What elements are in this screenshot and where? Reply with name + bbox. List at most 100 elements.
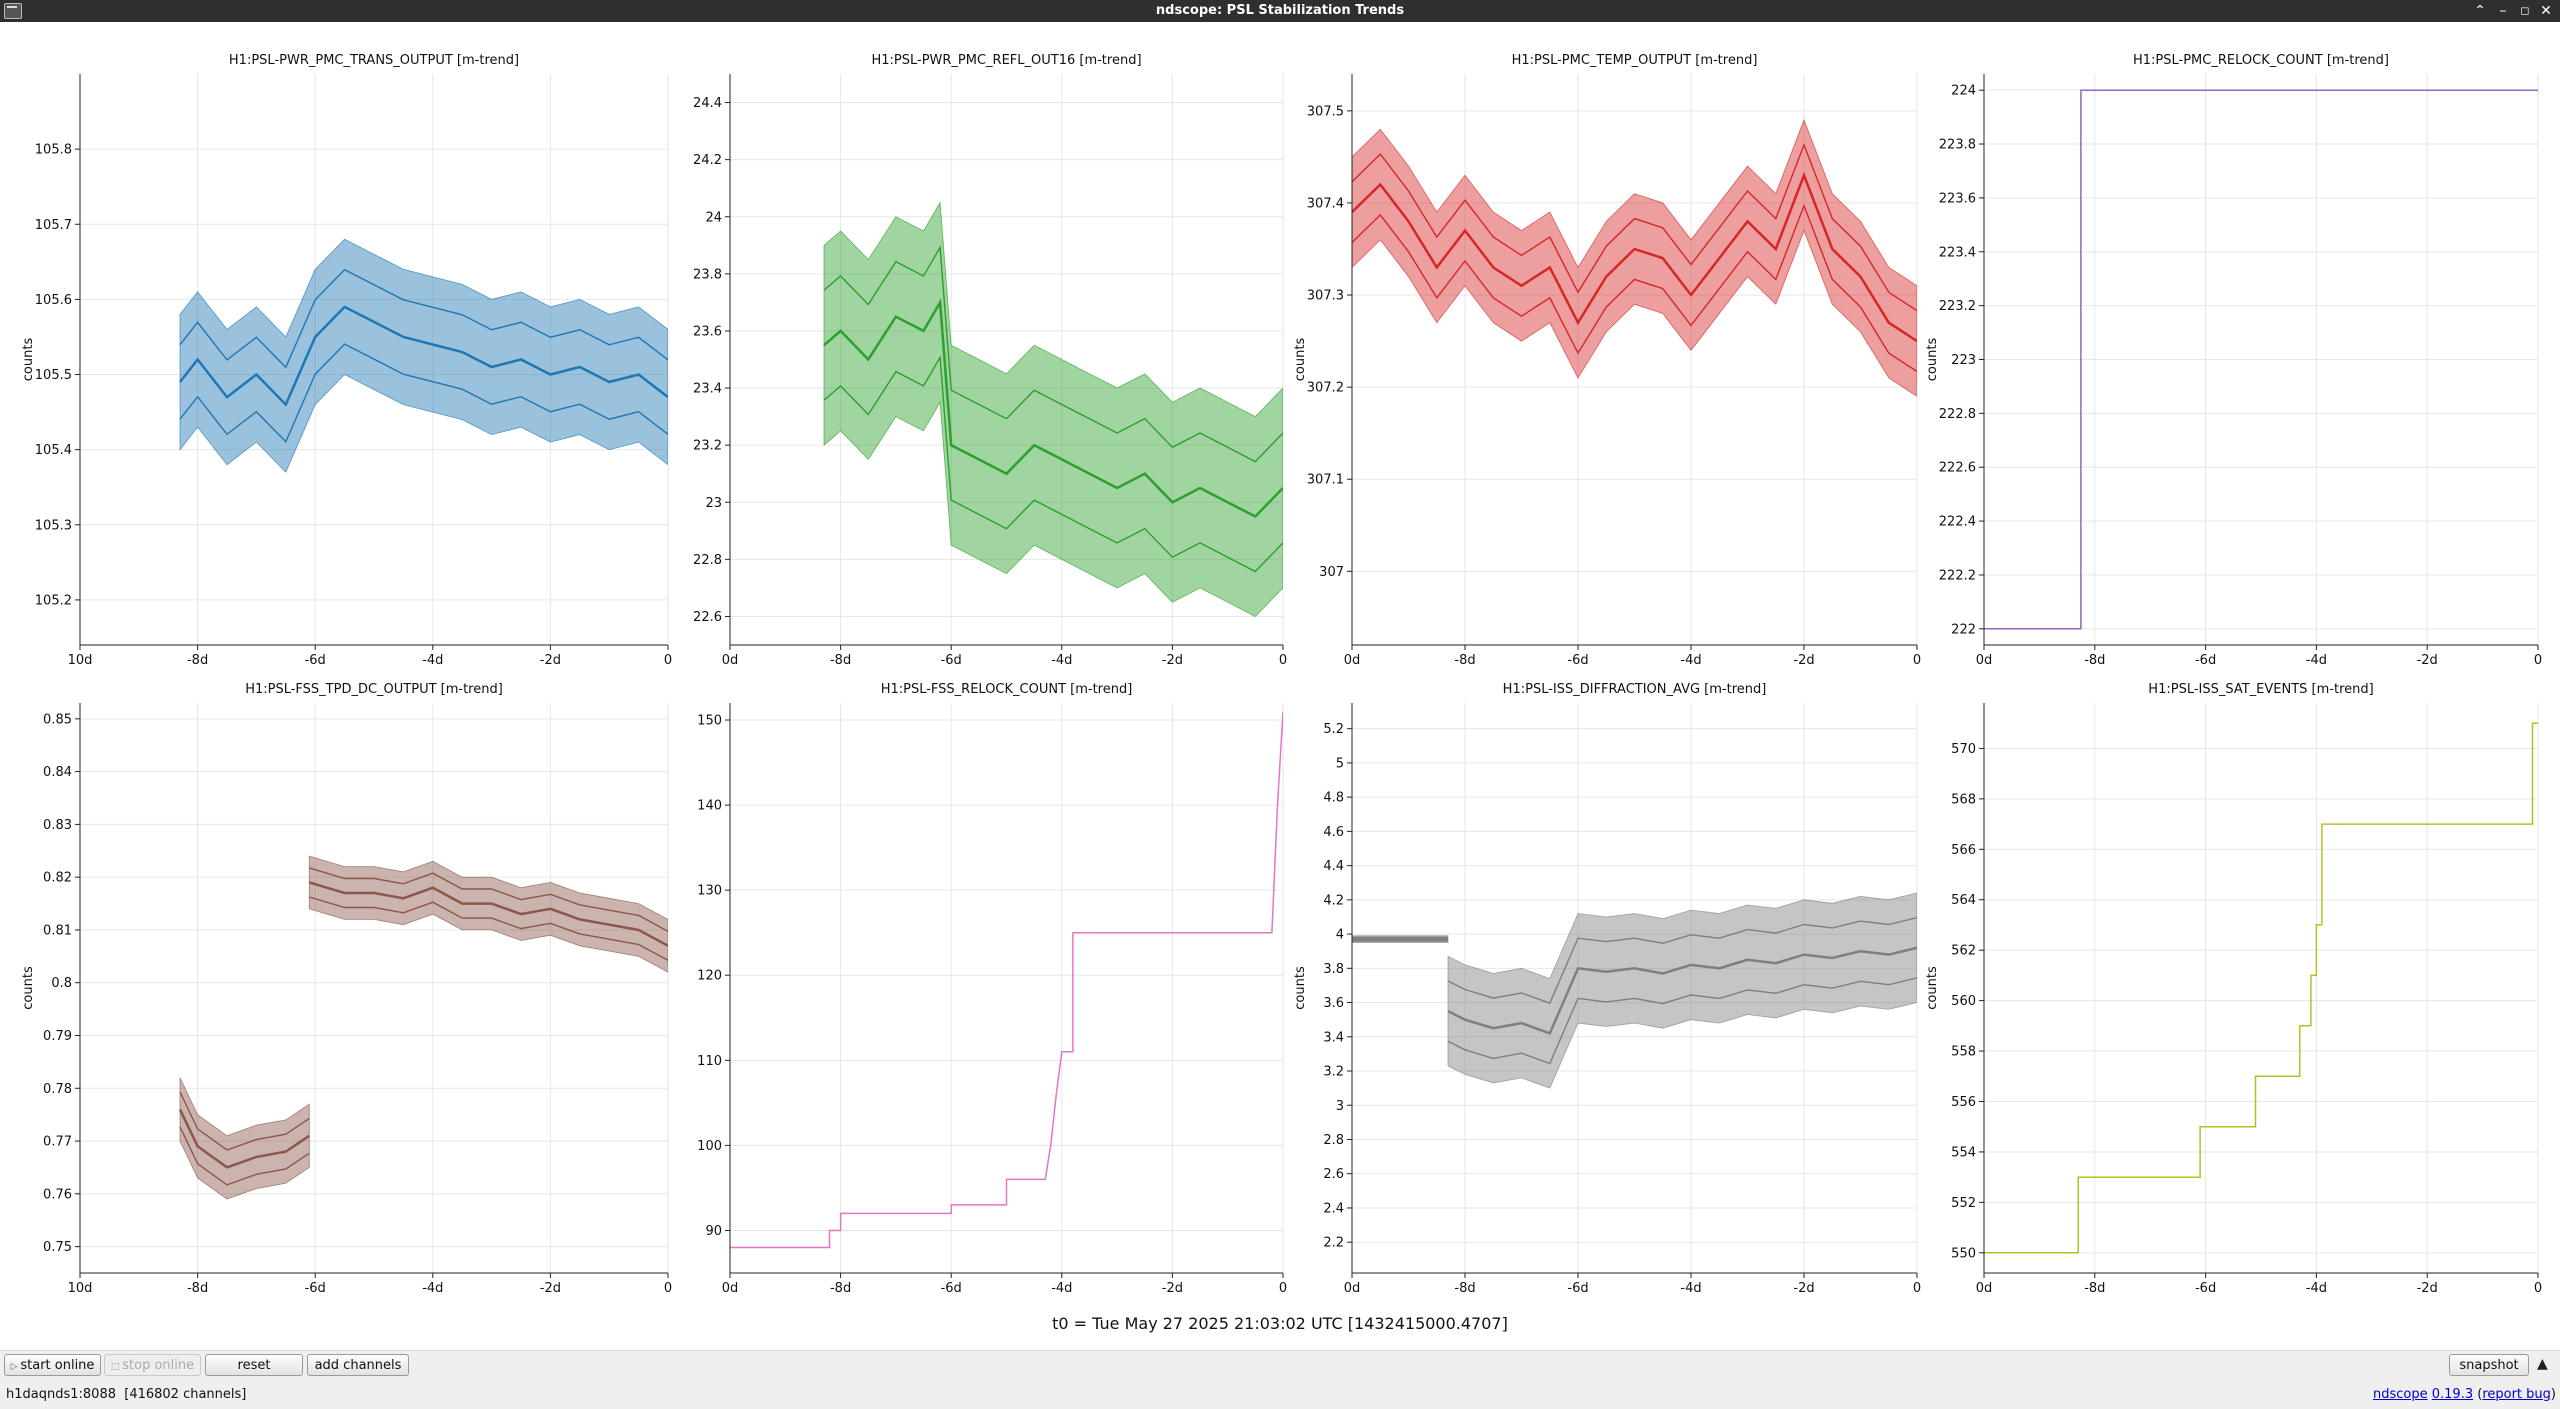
y-tick-label: 307.1 <box>1307 473 1344 488</box>
y-tick-label: 140 <box>697 799 722 814</box>
control-bar: ▷ start online □ stop online reset add c… <box>0 1350 2560 1379</box>
series-band <box>1447 892 1917 1089</box>
y-tick-label: 222 <box>1951 622 1976 637</box>
series-line <box>730 711 1283 1249</box>
x-tick-label: -6d <box>1567 653 1588 668</box>
x-tick-label: 0 <box>1913 1281 1921 1296</box>
close-icon[interactable]: ✕ <box>2540 3 2552 19</box>
x-tick-label: 0d <box>1344 653 1361 668</box>
y-tick-label: 0.75 <box>43 1240 72 1255</box>
y-tick-label: 0.76 <box>43 1187 72 1202</box>
series-min <box>823 355 1283 573</box>
snapshot-button[interactable]: snapshot <box>2449 1354 2529 1376</box>
series-band <box>823 201 1283 617</box>
plot-grid[interactable]: H1:PSL-PWR_PMC_TRANS_OUTPUT [m-trend] 105… <box>0 22 2560 1352</box>
x-tick-label: -4d <box>422 653 443 668</box>
server-address: h1daqnds1:8088 <box>6 1387 116 1402</box>
minimize-icon[interactable]: – <box>2499 3 2507 19</box>
y-tick-label: 560 <box>1951 994 1976 1009</box>
app-icon <box>4 3 22 19</box>
y-tick-label: 222.8 <box>1939 407 1976 422</box>
y-tick-label: 2.2 <box>1323 1236 1344 1251</box>
y-tick-label: 23 <box>705 496 722 511</box>
stop-online-button[interactable]: □ stop online <box>104 1354 201 1376</box>
triangle-up-icon[interactable]: ▲ <box>2537 1356 2548 1372</box>
y-tick-label: 22.8 <box>693 553 722 568</box>
y-tick-label: 4.4 <box>1323 859 1344 874</box>
chevron-up-icon[interactable]: ⌃ <box>2474 3 2486 19</box>
maximize-icon[interactable]: ◻ <box>2520 4 2530 17</box>
status-bar: h1daqnds1:8088 [416802 channels] ndscope… <box>0 1379 2560 1409</box>
add-channels-button[interactable]: add channels <box>307 1354 409 1376</box>
x-tick-label: -6d <box>2195 1281 2216 1296</box>
plot-4[interactable]: H1:PSL-PMC_RELOCK_COUNT [m-trend] 224 223.… <box>1925 53 2542 668</box>
y-axis-label: counts <box>1925 966 1940 1010</box>
y-tick-label: 307.4 <box>1307 196 1344 211</box>
y-tick-label: 0.8 <box>51 976 72 991</box>
x-tick-label: -2d <box>1162 653 1183 668</box>
x-tick-label: 10d <box>68 653 93 668</box>
y-tick-label: 23.8 <box>693 267 722 282</box>
y-tick-label: 307.3 <box>1307 289 1344 304</box>
plot-7[interactable]: H1:PSL-ISS_DIFFRACTION_AVG [m-trend] 5.2 5… <box>1293 682 1921 1296</box>
series-max <box>823 245 1283 463</box>
x-tick-label: -4d <box>2306 653 2327 668</box>
y-tick-label: 552 <box>1951 1196 1976 1211</box>
play-icon: ▷ <box>10 1362 21 1372</box>
x-tick-label: -2d <box>1793 1281 1814 1296</box>
plot-series <box>730 711 1283 1249</box>
x-tick-label: 0 <box>2534 1281 2542 1296</box>
y-tick-label: 22.6 <box>693 610 722 625</box>
version-info: ndscope 0.19.3 (report bug) <box>2372 1387 2556 1402</box>
x-tick-label: -8d <box>2084 653 2105 668</box>
y-tick-label: 120 <box>697 969 722 984</box>
version-link[interactable]: 0.19.3 <box>2431 1387 2474 1402</box>
y-tick-label: 0.77 <box>43 1135 72 1150</box>
plot-5[interactable]: H1:PSL-FSS_TPD_DC_OUTPUT [m-trend] 0.85 0.… <box>21 682 672 1296</box>
y-tick-label: 566 <box>1951 843 1976 858</box>
y-axis-label: counts <box>1293 966 1308 1010</box>
x-tick-label: -8d <box>1454 653 1475 668</box>
x-tick-label: -2d <box>540 653 561 668</box>
y-tick-label: 23.4 <box>693 382 722 397</box>
plot-series <box>823 201 1283 617</box>
y-tick-label: 0.78 <box>43 1082 72 1097</box>
plot-title: H1:PSL-ISS_SAT_EVENTS [m-trend] <box>2148 682 2373 697</box>
y-tick-label: 222.2 <box>1939 568 1976 583</box>
y-tick-label: 130 <box>697 884 722 899</box>
series-max <box>309 867 668 932</box>
plot-2[interactable]: H1:PSL-PWR_PMC_REFL_OUT16 [m-trend] 24.4 2… <box>693 53 1287 668</box>
report-bug-link[interactable]: report bug <box>2482 1387 2551 1402</box>
start-online-button[interactable]: ▷ start online <box>4 1354 101 1376</box>
x-tick-label: 10d <box>68 1281 93 1296</box>
y-tick-label: 222.4 <box>1939 515 1976 530</box>
plot-8[interactable]: H1:PSL-ISS_SAT_EVENTS [m-trend] 570 568 566… <box>1925 682 2542 1296</box>
plots-canvas[interactable]: H1:PSL-PWR_PMC_TRANS_OUTPUT [m-trend] 105… <box>0 22 2560 1352</box>
x-tick-label: -2d <box>1162 1281 1183 1296</box>
x-tick-label: -4d <box>422 1281 443 1296</box>
plot-series <box>1352 892 1917 1089</box>
plot-3[interactable]: H1:PSL-PMC_TEMP_OUTPUT [m-trend] 307.5 307… <box>1293 53 1921 668</box>
y-tick-label: 307.5 <box>1307 104 1344 119</box>
x-tick-label: -8d <box>1454 1281 1475 1296</box>
plot-1[interactable]: H1:PSL-PWR_PMC_TRANS_OUTPUT [m-trend] 105… <box>21 53 672 668</box>
x-tick-label: 0d <box>1976 653 1993 668</box>
x-tick-label: -6d <box>941 1281 962 1296</box>
plot-series <box>178 855 668 1200</box>
y-tick-label: 105.6 <box>35 293 72 308</box>
plot-6[interactable]: H1:PSL-FSS_RELOCK_COUNT [m-trend] 150 140 1… <box>697 682 1287 1296</box>
y-tick-label: 105.8 <box>35 143 72 158</box>
y-tick-label: 223 <box>1951 353 1976 368</box>
series-min <box>1447 977 1917 1065</box>
reset-button[interactable]: reset <box>205 1354 303 1376</box>
x-tick-label: -6d <box>305 653 326 668</box>
y-tick-label: 558 <box>1951 1045 1976 1060</box>
y-tick-label: 307.2 <box>1307 381 1344 396</box>
y-tick-label: 110 <box>697 1054 722 1069</box>
series-mean <box>823 298 1283 519</box>
ndscope-link[interactable]: ndscope <box>2372 1387 2428 1402</box>
y-tick-label: 223.4 <box>1939 245 1976 260</box>
y-axis-label: counts <box>21 338 36 382</box>
x-tick-label: 0d <box>722 653 739 668</box>
series-mean <box>178 1108 310 1169</box>
